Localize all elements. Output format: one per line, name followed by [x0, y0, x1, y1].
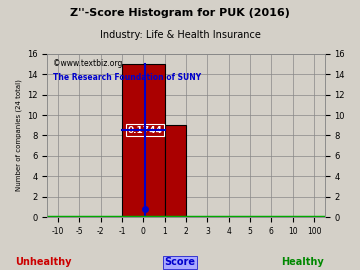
Text: Z''-Score Histogram for PUK (2016): Z''-Score Histogram for PUK (2016) [70, 8, 290, 18]
Text: Score: Score [165, 257, 195, 267]
Bar [165, 125, 186, 217]
Text: 0.1744: 0.1744 [127, 126, 162, 135]
Text: Unhealthy: Unhealthy [15, 257, 71, 267]
Y-axis label: Number of companies (24 total): Number of companies (24 total) [15, 80, 22, 191]
Text: Healthy: Healthy [281, 257, 324, 267]
Text: The Research Foundation of SUNY: The Research Foundation of SUNY [53, 73, 201, 82]
Text: ©www.textbiz.org: ©www.textbiz.org [53, 59, 122, 68]
Text: Industry: Life & Health Insurance: Industry: Life & Health Insurance [100, 30, 260, 40]
Bar [122, 64, 165, 217]
